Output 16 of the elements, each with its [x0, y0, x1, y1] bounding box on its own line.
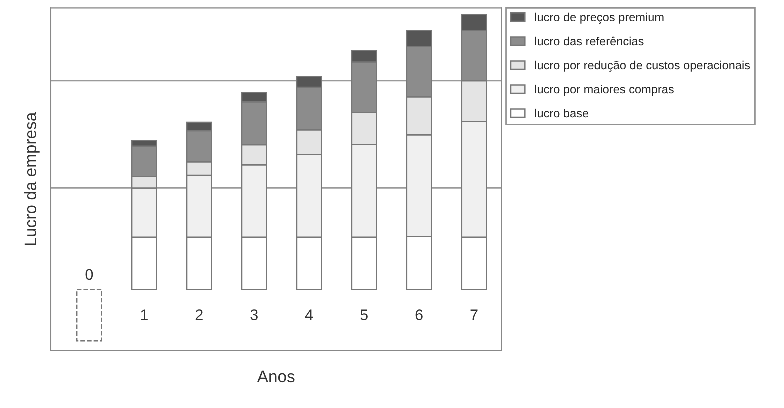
x-tick-label: 3 [250, 310, 258, 320]
legend-label: lucro base [535, 108, 589, 118]
bar [76, 289, 102, 342]
x-tick-label: 7 [470, 310, 478, 320]
x-tick-label: 4 [305, 310, 314, 320]
x-tick-label: 2 [196, 310, 203, 320]
legend-label: lucro por maiores compras [535, 84, 674, 96]
x-axis-title: Anos [257, 370, 295, 383]
x-tick-label: 0 [86, 269, 94, 280]
x-tick-label: 6 [416, 310, 423, 320]
y-axis-title: Lucro da empresa [24, 112, 40, 246]
legend-label: lucro de preços premium [535, 12, 664, 24]
x-tick-label: 5 [360, 310, 368, 320]
legend-label: lucro por redução de custos operacionais [535, 60, 750, 72]
legend-label: lucro das referências [535, 36, 644, 46]
x-tick-label: 1 [141, 310, 148, 320]
